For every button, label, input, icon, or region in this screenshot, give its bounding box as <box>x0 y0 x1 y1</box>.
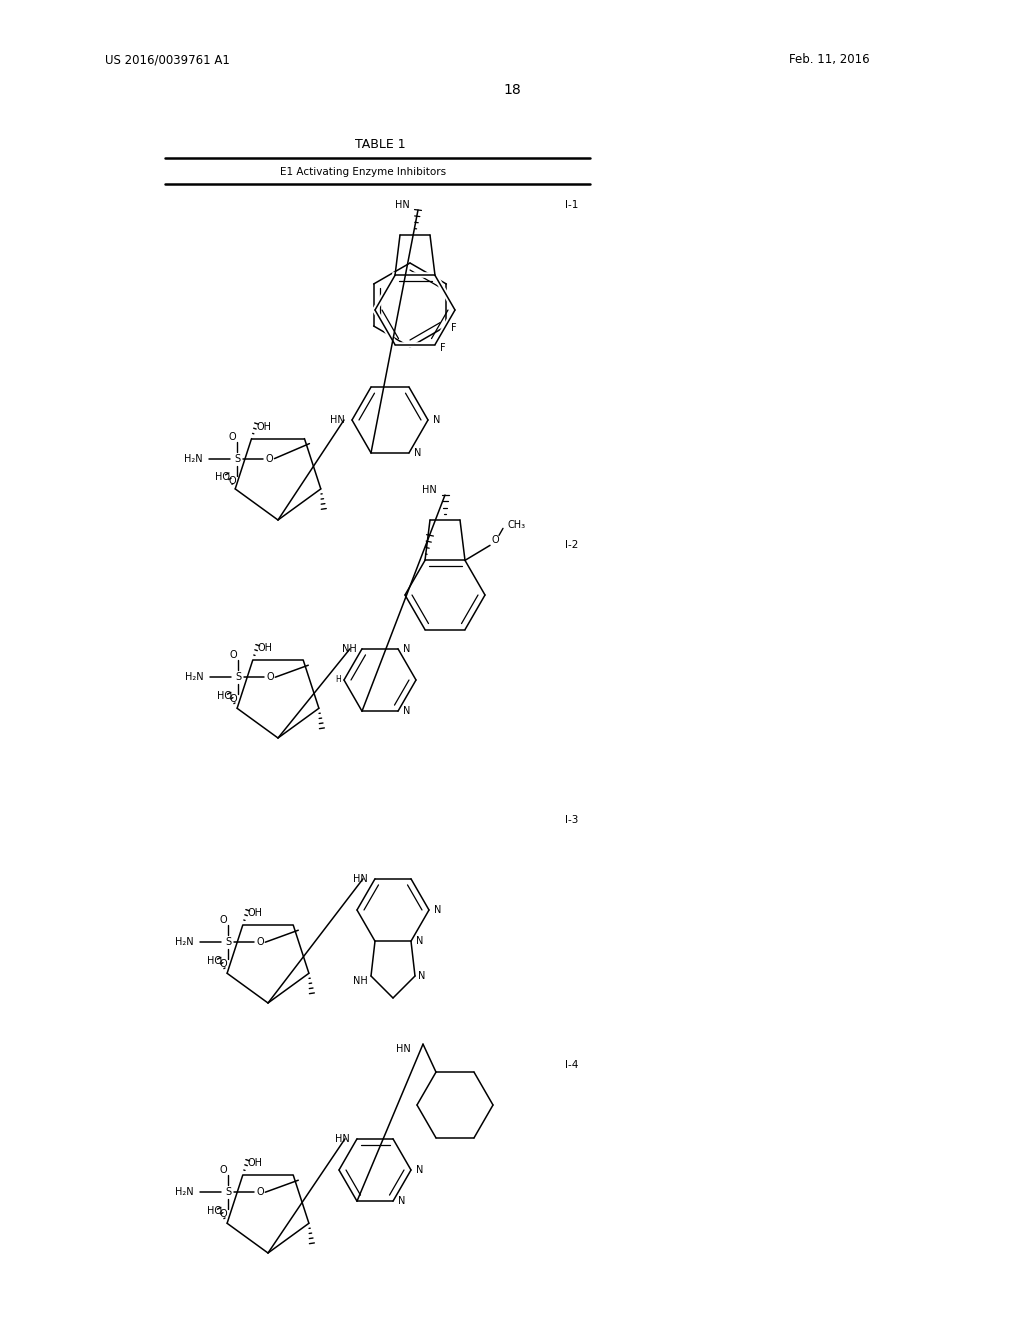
Text: H₂N: H₂N <box>175 937 194 948</box>
Text: N: N <box>398 1196 406 1206</box>
Text: OH: OH <box>248 1158 263 1168</box>
Text: O: O <box>229 651 238 660</box>
Text: HN: HN <box>422 484 437 495</box>
Text: Feb. 11, 2016: Feb. 11, 2016 <box>790 54 870 66</box>
Text: F: F <box>440 343 445 352</box>
Text: HO: HO <box>207 956 222 966</box>
Text: US 2016/0039761 A1: US 2016/0039761 A1 <box>105 54 229 66</box>
Text: OH: OH <box>257 421 271 432</box>
Text: I-4: I-4 <box>565 1060 579 1071</box>
Text: O: O <box>219 960 227 969</box>
Text: N: N <box>416 936 423 946</box>
Text: H₂N: H₂N <box>184 672 204 682</box>
Text: 18: 18 <box>503 83 521 96</box>
Text: O: O <box>265 454 273 463</box>
Text: H₂N: H₂N <box>175 1187 194 1197</box>
Text: O: O <box>492 536 499 545</box>
Text: I-3: I-3 <box>565 814 579 825</box>
Text: OH: OH <box>248 908 263 919</box>
Text: N: N <box>434 906 441 915</box>
Text: NH: NH <box>353 975 368 986</box>
Text: S: S <box>225 1187 231 1197</box>
Text: O: O <box>256 1187 264 1197</box>
Text: O: O <box>219 915 227 925</box>
Text: O: O <box>219 1166 227 1175</box>
Text: O: O <box>228 475 237 486</box>
Text: S: S <box>225 937 231 948</box>
Text: OH: OH <box>258 643 272 653</box>
Text: H: H <box>335 676 341 685</box>
Text: HN: HN <box>335 1134 350 1144</box>
Text: HN: HN <box>331 414 345 425</box>
Text: S: S <box>234 454 241 463</box>
Text: N: N <box>433 414 440 425</box>
Text: N: N <box>403 706 411 717</box>
Text: O: O <box>229 694 238 704</box>
Text: O: O <box>219 1209 227 1220</box>
Text: N: N <box>416 1166 423 1175</box>
Text: N: N <box>414 447 421 458</box>
Text: N: N <box>403 644 411 653</box>
Text: CH₃: CH₃ <box>507 520 525 531</box>
Text: HO: HO <box>207 1206 222 1216</box>
Text: N: N <box>418 972 425 981</box>
Text: I-2: I-2 <box>565 540 579 550</box>
Text: HO: HO <box>217 692 232 701</box>
Text: HO: HO <box>215 473 230 482</box>
Text: O: O <box>228 432 237 442</box>
Text: F: F <box>452 323 457 333</box>
Text: HN: HN <box>353 874 368 884</box>
Text: HN: HN <box>395 201 410 210</box>
Text: HN: HN <box>396 1044 411 1055</box>
Text: H₂N: H₂N <box>184 454 203 463</box>
Text: S: S <box>236 672 242 682</box>
Text: NH: NH <box>342 644 357 653</box>
Text: I-1: I-1 <box>565 201 579 210</box>
Text: TABLE 1: TABLE 1 <box>354 139 406 152</box>
Text: E1 Activating Enzyme Inhibitors: E1 Activating Enzyme Inhibitors <box>280 168 446 177</box>
Text: O: O <box>266 672 274 682</box>
Text: O: O <box>256 937 264 948</box>
